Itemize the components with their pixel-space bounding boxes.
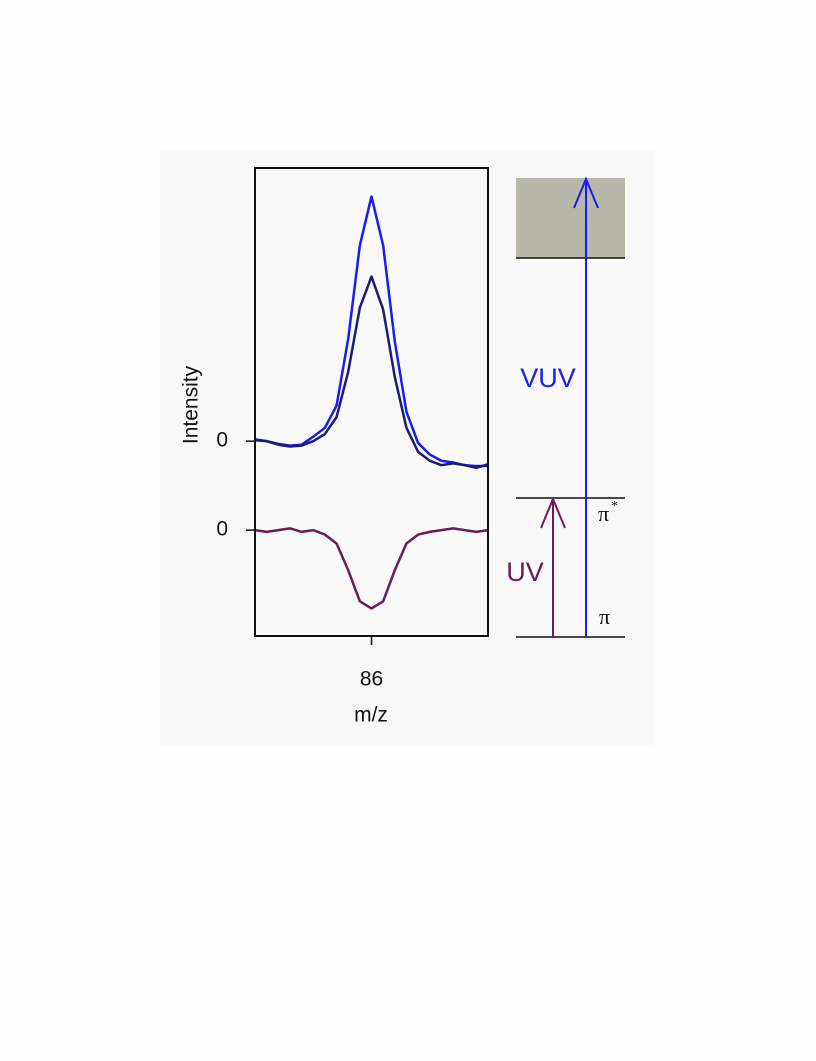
pi-label: π [599,604,610,629]
vuv-label: VUV [520,363,576,393]
y-axis-label: Intensity [180,365,203,444]
y-tick-label: 0 [216,518,228,541]
y-tick-label: 0 [216,429,228,452]
uv-label: UV [506,557,544,587]
data-line [254,275,489,470]
x-axis-label: m/z [354,704,388,727]
vuv-arrowhead [573,176,599,209]
energy-diagram: VUV UV π π * [506,176,625,638]
plot-frame [254,167,489,637]
x-tick-label: 86 [360,668,383,691]
pi-star-superscript: * [611,499,618,514]
data-line [254,527,489,610]
continuum [516,178,625,258]
uv-arrowhead [540,496,566,529]
pi-star-label: π [598,501,609,526]
